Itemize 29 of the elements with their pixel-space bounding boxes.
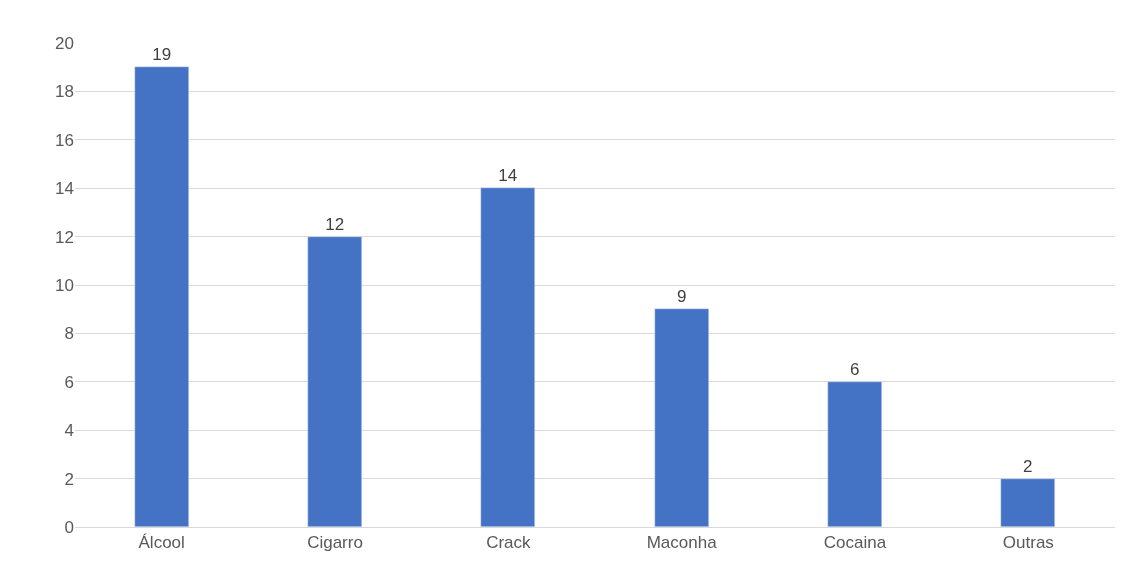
- bar: [134, 66, 189, 527]
- y-tick-label: 14: [55, 179, 74, 199]
- y-tick-label: 18: [55, 82, 74, 102]
- x-tick-label: Cocaina: [823, 533, 887, 553]
- bar: [480, 187, 535, 527]
- data-label: 14: [498, 165, 518, 185]
- data-label: 19: [152, 44, 172, 64]
- x-tick-label: Álcool: [138, 533, 185, 553]
- data-label: 6: [850, 359, 860, 379]
- data-label: 9: [677, 286, 687, 306]
- bar: [827, 381, 882, 527]
- data-label: 2: [1023, 456, 1033, 476]
- data-label: 12: [325, 214, 345, 234]
- bar: [654, 308, 709, 527]
- y-tick-label: 10: [55, 275, 74, 295]
- y-tick-label: 4: [64, 421, 74, 441]
- x-tick-label: Crack: [486, 533, 532, 553]
- y-tick-label: 0: [64, 517, 74, 537]
- y-tick-label: 12: [55, 227, 74, 247]
- y-tick-label: 16: [55, 130, 74, 150]
- y-tick-label: 2: [64, 469, 74, 489]
- x-tick-label: Cigarro: [307, 533, 363, 553]
- bar: [307, 236, 362, 527]
- y-tick-label: 6: [64, 372, 74, 392]
- x-tick-label: Outras: [1002, 533, 1054, 553]
- x-tick-label: Maconha: [646, 533, 718, 553]
- y-tick-label: 20: [55, 33, 74, 53]
- y-tick-label: 8: [64, 324, 74, 344]
- bar: [1000, 478, 1055, 527]
